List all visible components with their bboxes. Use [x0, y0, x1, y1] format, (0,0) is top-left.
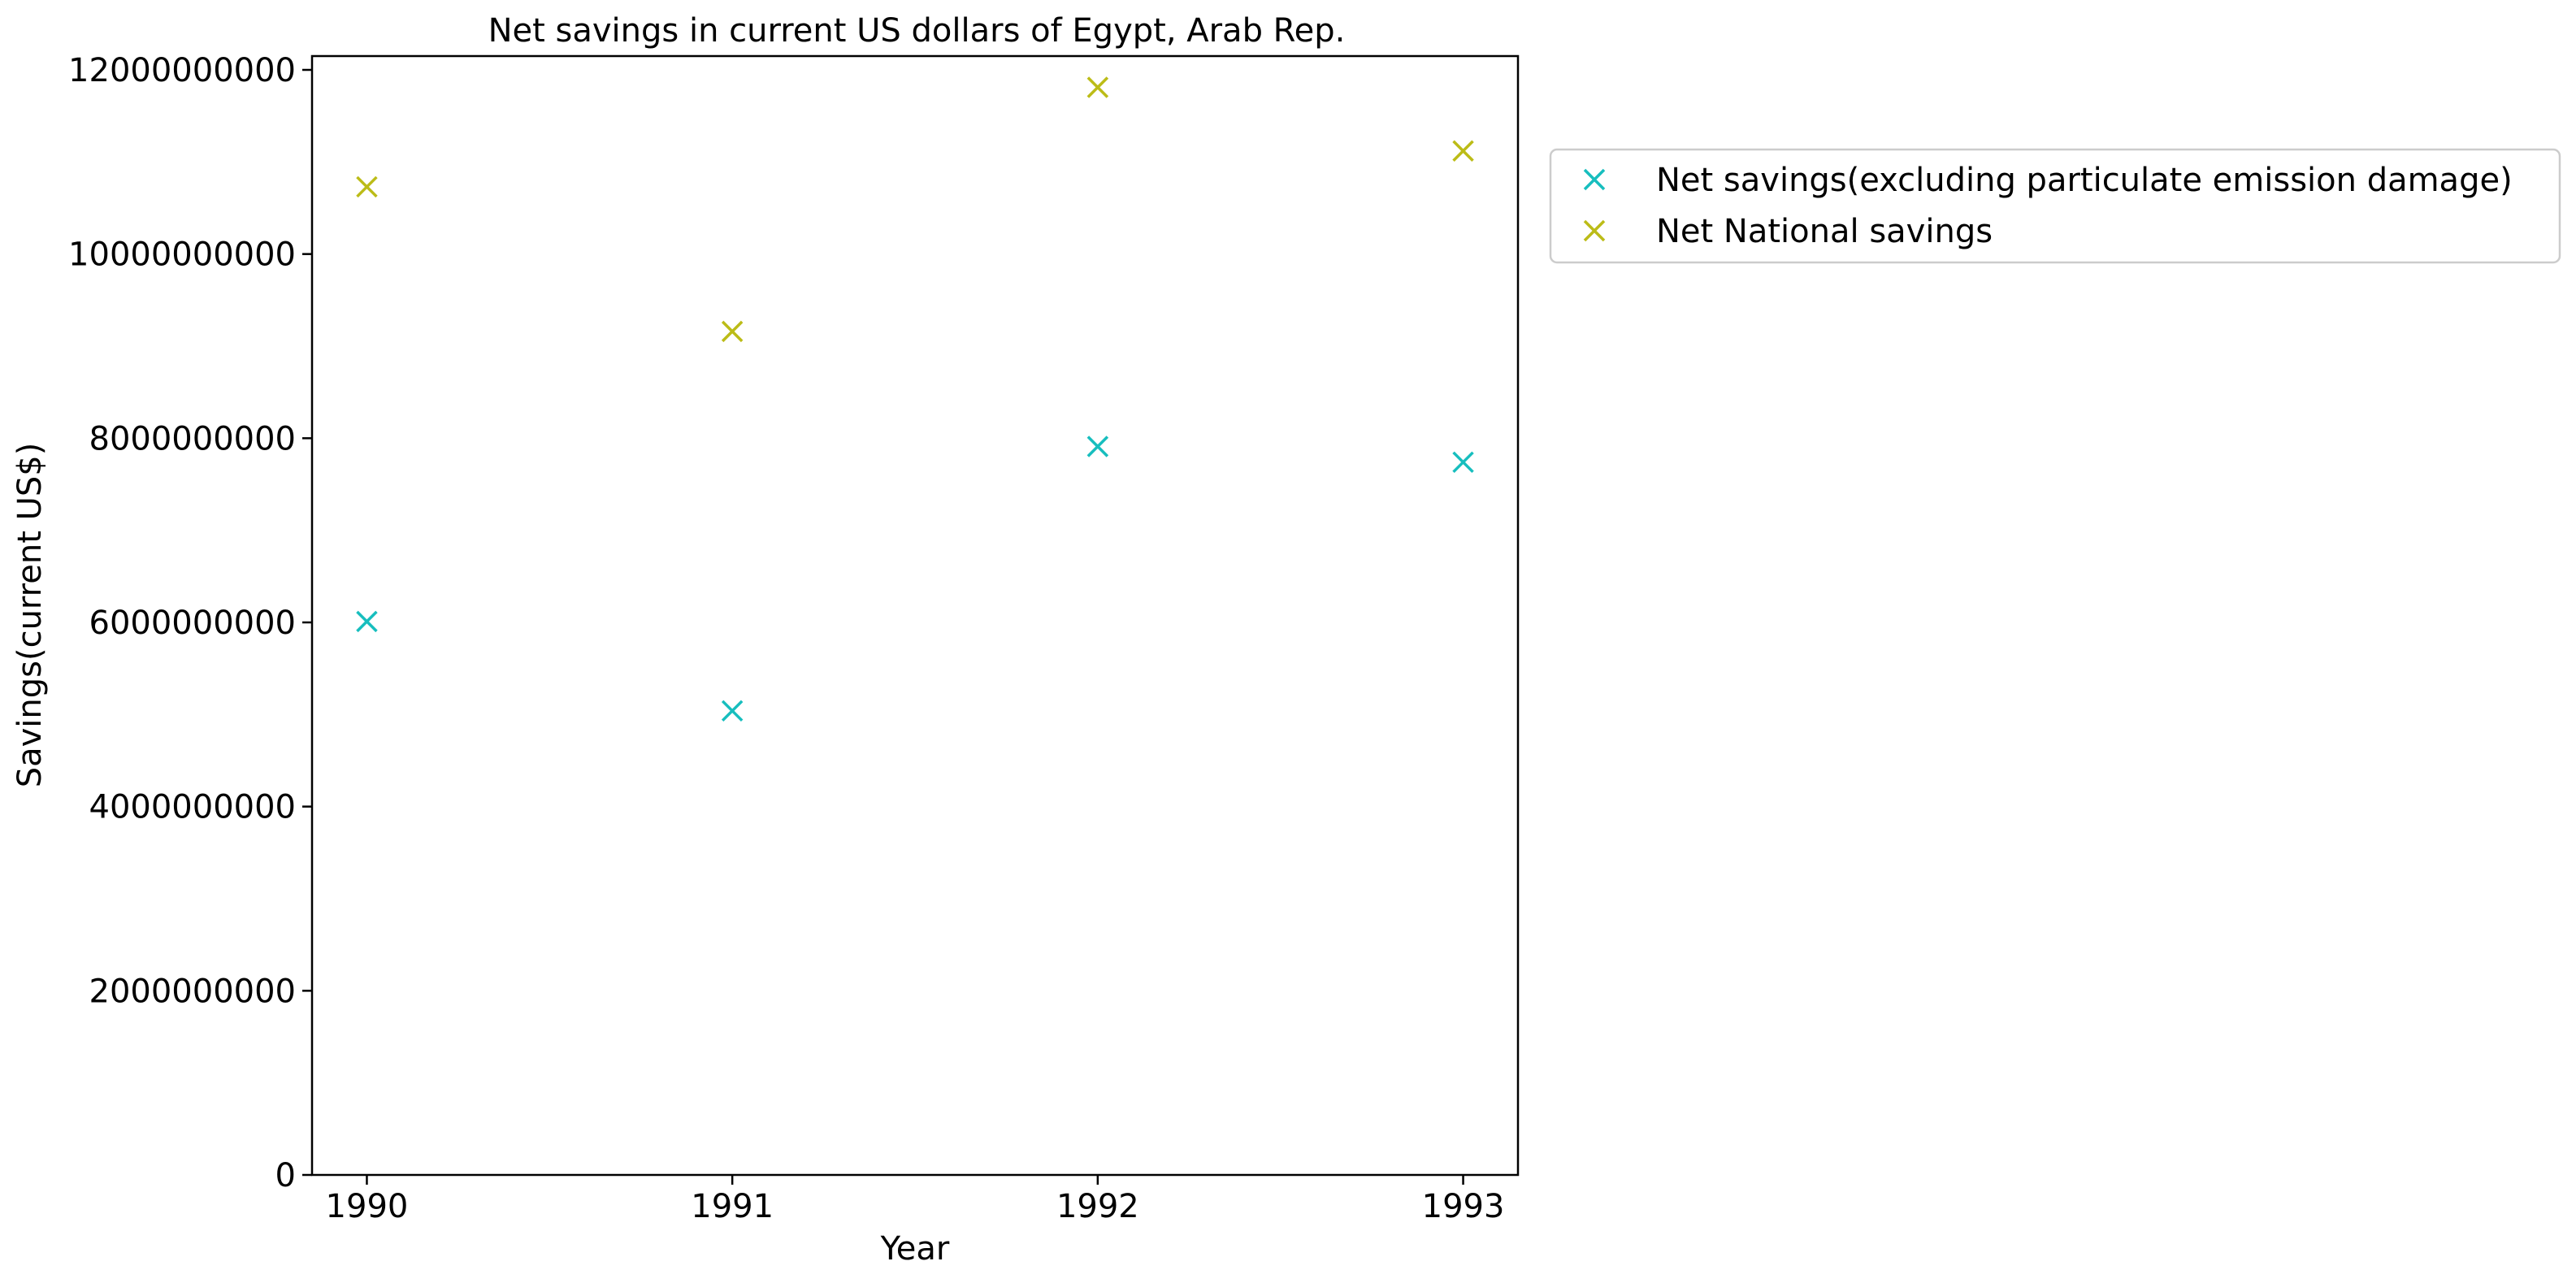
- series-1-point: [721, 320, 744, 343]
- series-1-point: [1452, 140, 1474, 162]
- x-axis-label: Year: [880, 1230, 950, 1268]
- legend: Net savings(excluding particulate emissi…: [1549, 148, 2561, 264]
- y-tick-label: 12000000000: [68, 52, 296, 89]
- y-tick-label: 10000000000: [68, 236, 296, 274]
- plot-area: [310, 54, 1520, 1177]
- y-axis: 0 2000000000 4000000000 6000000000 800000000…: [68, 52, 312, 1194]
- series-1-point: [1086, 76, 1109, 98]
- series-0-point: [1452, 451, 1474, 474]
- legend-marker: [1583, 168, 1606, 191]
- y-tick-label: 8000000000: [89, 420, 297, 457]
- x-tick-label: 1992: [1056, 1188, 1139, 1225]
- y-tick-label: 2000000000: [89, 973, 297, 1010]
- x-tick-label: 1990: [326, 1188, 409, 1225]
- y-tick-label: 6000000000: [89, 605, 297, 642]
- legend-label: Net savings(excluding particulate emissi…: [1656, 162, 2513, 199]
- legend-label: Net National savings: [1656, 213, 1993, 250]
- x-tick-label: 1991: [691, 1188, 774, 1225]
- series-0-point: [721, 700, 744, 722]
- series-0-point: [1086, 436, 1109, 457]
- x-tick-label: 1993: [1422, 1188, 1505, 1225]
- y-tick-label: 0: [275, 1157, 296, 1194]
- legend-marker: [1583, 219, 1606, 242]
- series-1-point: [356, 176, 378, 198]
- chart-title: Net savings in current US dollars of Egy…: [488, 12, 1346, 50]
- y-tick-label: 4000000000: [89, 789, 297, 826]
- series-0-point: [356, 610, 378, 633]
- x-axis: 1990 1991 1992 1993: [326, 1175, 1505, 1225]
- y-axis-label: Savings(current US$): [11, 443, 49, 788]
- legend-frame: [1549, 148, 2561, 264]
- data-points: [356, 76, 1474, 722]
